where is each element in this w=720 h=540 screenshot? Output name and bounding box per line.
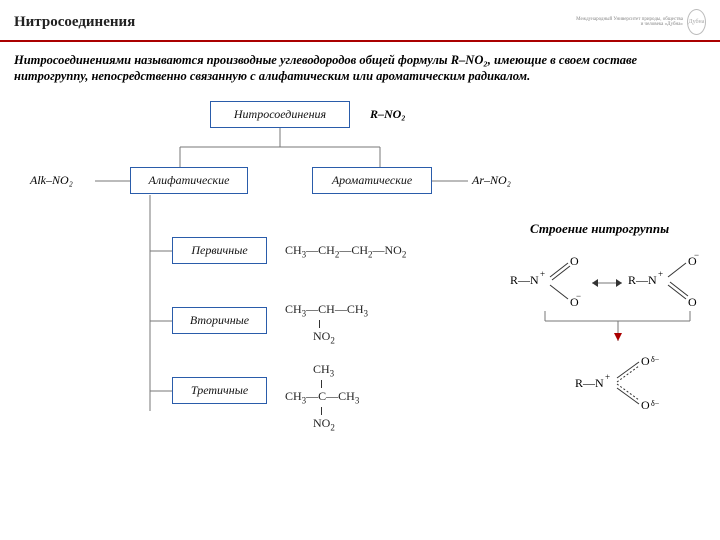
secondary-node: Вторичные — [172, 307, 267, 334]
svg-text:R—N: R—N — [575, 376, 604, 390]
intro-paragraph: Нитросоединениями называются производные… — [0, 42, 720, 91]
svg-text:−: − — [576, 291, 581, 301]
svg-text:−: − — [694, 251, 699, 260]
svg-text:O: O — [641, 354, 650, 368]
svg-text:O: O — [570, 254, 579, 268]
primary-node: Первичные — [172, 237, 267, 264]
svg-text:R—N: R—N — [510, 273, 539, 287]
logo-text: Международный Университет природы, общес… — [576, 17, 683, 28]
classification-diagram: Нитросоединения R–NO₂ Alk–NO₂ Алифатичес… — [0, 91, 720, 521]
primary-formula: CH3—CH2—CH2—NO2 — [285, 243, 406, 259]
root-node: Нитросоединения — [210, 101, 350, 128]
svg-text:δ−: δ− — [651, 399, 660, 408]
slide-title: Нитросоединения — [14, 14, 135, 31]
tertiary-formula: CH3 CH3—C—CH3 NO2 — [285, 363, 359, 433]
nitro-structure-title: Строение нитрогруппы — [530, 221, 669, 237]
tertiary-node: Третичные — [172, 377, 267, 404]
svg-text:δ−: δ− — [651, 355, 660, 364]
root-formula: R–NO₂ — [370, 107, 406, 122]
aromatic-formula: Ar–NO₂ — [472, 173, 511, 188]
svg-text:+: + — [540, 269, 545, 279]
aromatic-node: Ароматические — [312, 167, 432, 194]
aliphatic-formula: Alk–NO₂ — [30, 173, 73, 188]
aliphatic-node: Алифатические — [130, 167, 248, 194]
logo: Международный Университет природы, общес… — [576, 8, 706, 36]
secondary-formula: CH3—CH—CH3 NO2 — [285, 303, 368, 346]
slide-header: Нитросоединения Международный Университе… — [0, 0, 720, 42]
svg-text:O: O — [688, 295, 697, 309]
svg-text:+: + — [658, 269, 663, 279]
resonance-form-2: R—N + O − O — [628, 251, 703, 311]
resonance-hybrid: R—N + O O δ− δ− — [575, 349, 665, 419]
svg-text:R—N: R—N — [628, 273, 657, 287]
logo-mark: Дубна — [687, 9, 706, 35]
svg-text:+: + — [605, 372, 610, 382]
resonance-form-1: R—N + O O − — [510, 251, 585, 311]
svg-text:O: O — [641, 398, 650, 412]
